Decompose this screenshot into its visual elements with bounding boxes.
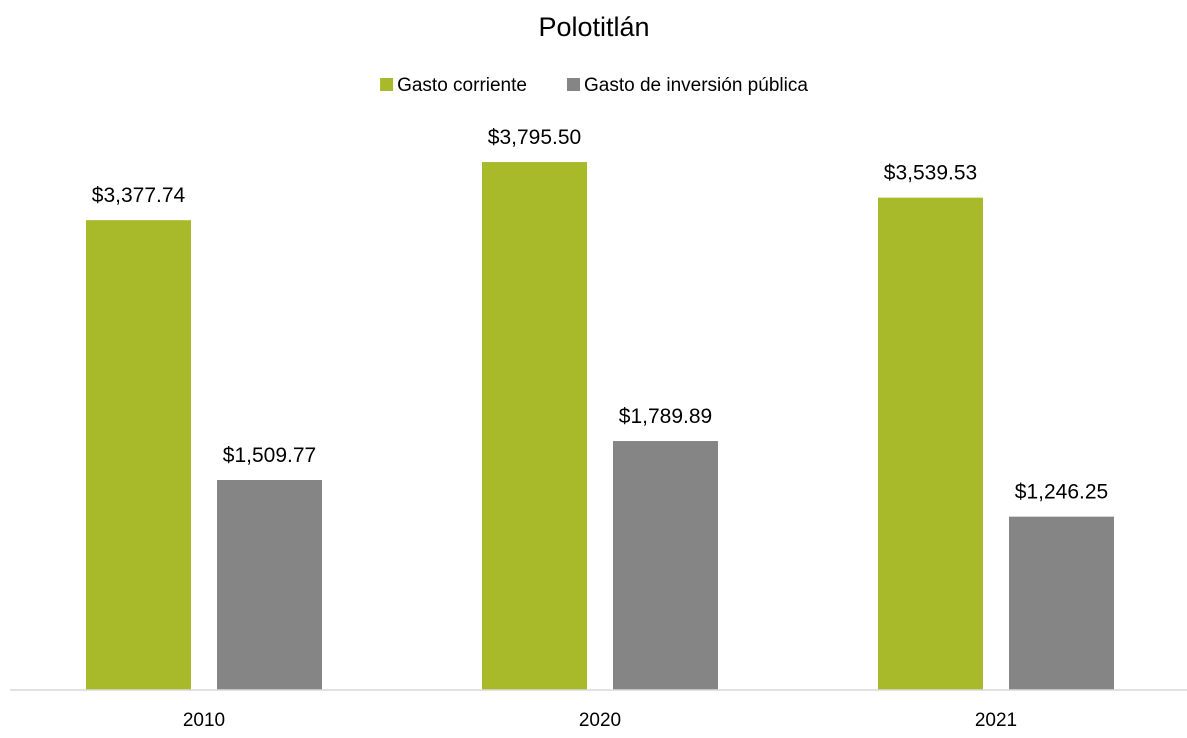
bar-gasto-corriente-2021 bbox=[878, 197, 983, 691]
data-label: $1,509.77 bbox=[223, 444, 316, 467]
chart-title: Polotitlán bbox=[538, 12, 649, 42]
legend-swatch bbox=[380, 78, 394, 91]
x-tick-label: 2021 bbox=[975, 710, 1017, 731]
bar-gasto-corriente-2010 bbox=[86, 220, 191, 690]
x-tick-label: 2020 bbox=[579, 710, 621, 731]
bar-gasto-inversion-2020 bbox=[613, 441, 718, 690]
data-labels: $3,377.74 $1,509.77 $3,795.50 $1,789.89 $3,5… bbox=[92, 126, 1108, 504]
data-label: $3,539.53 bbox=[884, 162, 977, 185]
legend: Gasto corriente Gasto de inversión públic… bbox=[380, 75, 808, 96]
legend-swatch bbox=[566, 78, 580, 91]
legend-label: Gasto corriente bbox=[397, 75, 527, 96]
data-label: $3,377.74 bbox=[92, 184, 186, 207]
bar-gasto-inversion-2021 bbox=[1009, 516, 1114, 690]
x-axis-tick-labels: 2010 2020 2021 bbox=[183, 710, 1017, 731]
data-label: $3,795.50 bbox=[488, 126, 581, 149]
bar-gasto-corriente-2020 bbox=[482, 162, 587, 690]
bar-gasto-inversion-2010 bbox=[217, 479, 322, 690]
bars bbox=[86, 162, 1114, 691]
data-label: $1,789.89 bbox=[619, 405, 712, 428]
data-label: $1,246.25 bbox=[1015, 481, 1108, 504]
x-tick-label: 2010 bbox=[183, 710, 225, 731]
legend-label: Gasto de inversión pública bbox=[584, 75, 808, 96]
